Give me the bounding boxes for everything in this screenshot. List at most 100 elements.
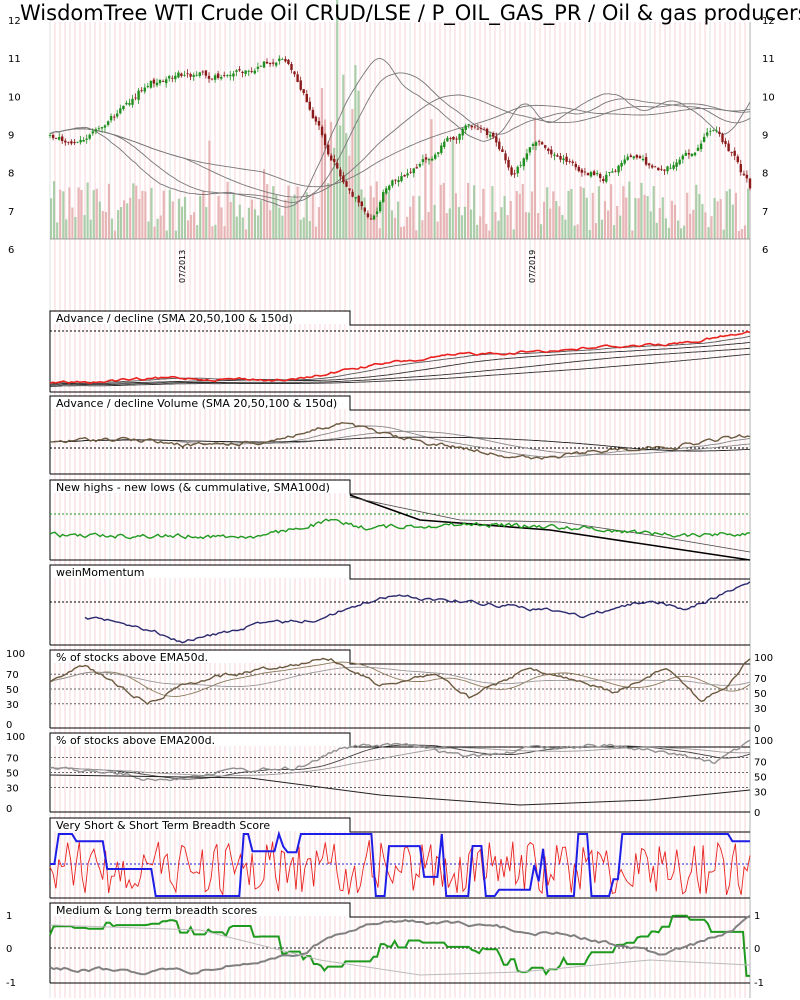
volume-bar — [719, 199, 722, 239]
price-candle-body — [223, 75, 226, 76]
volume-bar — [409, 206, 412, 239]
price-candle-body — [369, 218, 373, 220]
volume-bar — [348, 155, 351, 239]
score-ml-y-tick-right: 1 — [754, 911, 760, 922]
price-candle-body — [644, 157, 648, 165]
volume-bar — [680, 228, 683, 239]
price-moving-average-1 — [49, 72, 751, 203]
price-candle-body — [299, 80, 302, 90]
price-candle-body — [684, 152, 687, 156]
volume-bar — [515, 191, 518, 239]
score-medium-line — [49, 914, 750, 977]
volume-bar — [229, 201, 232, 239]
volume-bar — [110, 218, 114, 239]
price-candle-body — [103, 125, 107, 128]
price-candle-body — [709, 130, 712, 132]
price-candle-body — [220, 77, 223, 79]
price-candle-body — [308, 101, 311, 110]
volume-bar — [257, 215, 260, 239]
volume-bar — [424, 159, 427, 239]
price-candle-body — [544, 145, 547, 148]
ema200-panel-y-tick-right: 50 — [754, 773, 767, 784]
volume-bar — [180, 206, 184, 239]
price-candle-body — [345, 181, 348, 187]
volume-bar — [485, 223, 488, 239]
price-candle-body — [82, 140, 85, 142]
price-candle-body — [657, 167, 660, 171]
volume-bar — [695, 184, 698, 239]
volume-bar — [692, 209, 695, 239]
price-candle-body — [632, 156, 635, 159]
volume-bar — [162, 190, 165, 239]
price-candle-body — [681, 155, 684, 160]
price-candle-body — [140, 90, 143, 92]
volume-bar — [579, 186, 582, 239]
volume-bar — [123, 200, 126, 239]
price-candle-body — [348, 188, 351, 191]
volume-bar — [661, 197, 664, 239]
price-candle-body — [452, 137, 455, 140]
volume-bar — [637, 198, 640, 239]
volume-bar — [65, 219, 68, 239]
volume-bar — [625, 197, 628, 239]
volume-bar — [613, 225, 616, 239]
price-candle-body — [336, 163, 339, 169]
volume-bar — [275, 195, 278, 239]
volume-bar — [470, 209, 473, 239]
volume-bar — [491, 186, 494, 239]
ema200-panel-y-tick-right: 100 — [754, 736, 773, 747]
volume-bar — [390, 210, 394, 239]
volume-bar — [546, 187, 549, 239]
volume-bar — [631, 230, 634, 239]
price-candle-body — [550, 149, 553, 155]
price-candle-body — [531, 144, 535, 146]
volume-bar — [387, 191, 390, 239]
score-short-panel-title-bg — [51, 819, 349, 831]
volume-bar — [117, 210, 120, 239]
volume-bar — [439, 184, 442, 239]
ema50-panel-sma-2 — [49, 666, 751, 688]
volume-bar — [62, 191, 65, 239]
price-candle-body — [394, 179, 397, 181]
volume-bar — [71, 207, 74, 239]
price-y-tick-left: 12 — [8, 16, 21, 27]
price-candle-body — [427, 159, 431, 161]
volume-bar — [238, 204, 241, 239]
price-candle-body — [467, 124, 470, 125]
volume-bar — [290, 198, 293, 239]
volume-bar — [205, 207, 208, 239]
price-candle-body — [311, 109, 315, 119]
score-long-line — [49, 914, 751, 976]
volume-bar — [89, 219, 92, 239]
volume-bar — [342, 74, 345, 239]
ema50-panel-y-tick-right: 0 — [754, 724, 760, 735]
price-candle-body — [641, 158, 645, 161]
price-candle-body — [437, 152, 440, 154]
price-candle-body — [235, 70, 238, 72]
price-candle-body — [360, 201, 363, 207]
volume-bar — [463, 206, 467, 239]
volume-bar — [570, 189, 573, 239]
volume-bar — [86, 182, 89, 239]
price-candle-body — [479, 128, 483, 129]
volume-bar — [652, 186, 655, 239]
volume-bar — [670, 200, 674, 239]
volume-bar — [442, 182, 445, 239]
adv-panel-title-bg — [51, 397, 349, 409]
volume-bar — [250, 199, 254, 239]
score-ml-y-tick-left: 0 — [6, 944, 12, 955]
price-candle-body — [409, 171, 412, 173]
adv-panel-frame — [49, 395, 750, 474]
price-y-tick-right: 11 — [762, 54, 775, 65]
price-candle-body — [58, 137, 61, 140]
price-candle-body — [745, 174, 749, 179]
volume-bar — [421, 220, 424, 239]
ema50-panel-y-tick-left: 30 — [6, 700, 19, 711]
price-y-tick-right: 6 — [762, 245, 768, 256]
price-candle-body — [320, 126, 324, 136]
volume-bar — [153, 226, 156, 239]
price-candle-body — [143, 87, 146, 92]
ema50-panel-y-tick-right: 70 — [754, 674, 767, 685]
price-candle-body — [565, 156, 568, 162]
price-y-tick-left: 7 — [8, 207, 14, 218]
